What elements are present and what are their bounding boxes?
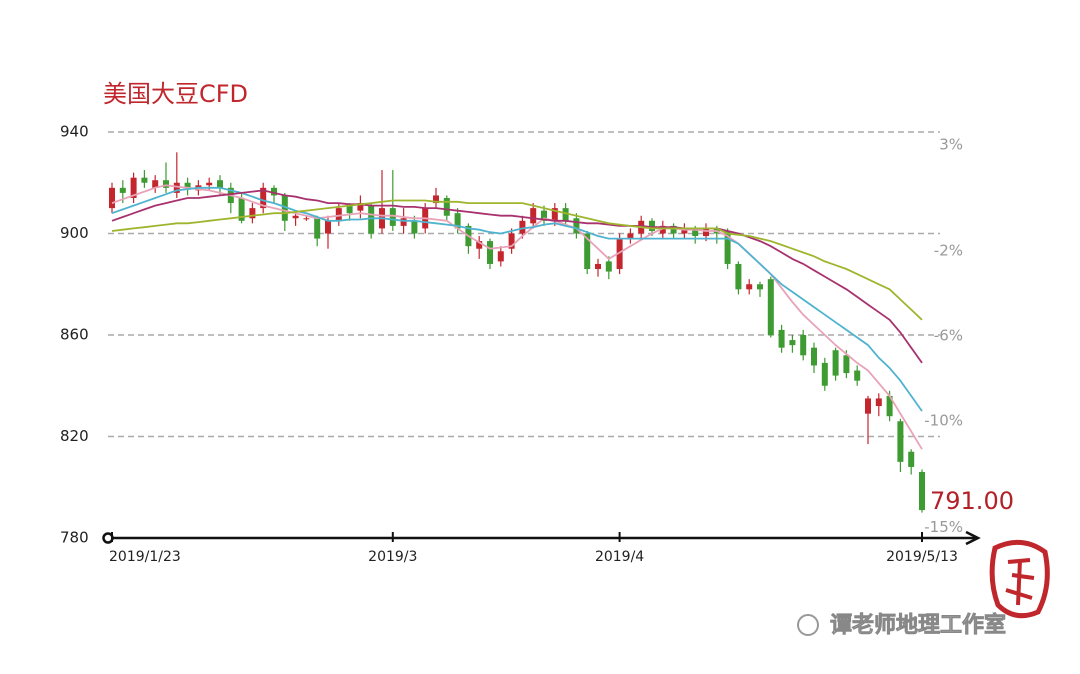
y-tick-label: 940: [60, 123, 89, 141]
candle-body: [886, 395, 893, 417]
x-tick-label: 2019/4: [595, 549, 644, 565]
y2-tick-label: -10%: [924, 412, 963, 430]
candle-body: [854, 370, 861, 381]
candle-body: [757, 284, 763, 290]
seal: [989, 539, 1050, 619]
candle-body: [271, 187, 277, 196]
candle-body: [411, 220, 418, 234]
candle-body: [865, 398, 871, 414]
candle-body: [573, 218, 580, 234]
ma-line: [111, 186, 923, 412]
candle-body: [843, 355, 850, 374]
candle-body: [249, 208, 256, 219]
candle-body: [163, 180, 169, 188]
candle-body: [616, 238, 623, 270]
candle-body: [703, 228, 709, 237]
candle-body: [443, 197, 450, 216]
candle-body: [346, 205, 353, 214]
candle-body: [605, 261, 612, 272]
candle-body: [541, 210, 547, 221]
candle-body: [735, 263, 742, 290]
candle-body: [897, 421, 904, 462]
y2-tick-label: 3%: [939, 135, 963, 153]
candle-body: [649, 220, 655, 231]
candle-body: [303, 218, 310, 220]
candle-body: [875, 398, 882, 407]
candle-body: [130, 177, 137, 198]
candle-body: [821, 362, 828, 386]
y-tick-label: 900: [60, 224, 89, 242]
y2-tick-label: -2%: [934, 242, 963, 260]
x-tick-label: 2019/5/13: [886, 549, 958, 565]
candle-body: [919, 472, 925, 511]
axis-arrow: [965, 530, 981, 546]
chart-title: 美国大豆CFD: [103, 80, 248, 108]
candle-body: [767, 279, 774, 335]
candle-body: [778, 329, 785, 348]
candle-body: [314, 218, 321, 239]
candle-body: [508, 233, 515, 249]
candle-body: [476, 241, 483, 249]
candle-body: [487, 241, 493, 264]
watermark: 谭老师地理工作室: [830, 612, 1006, 638]
ma-line: [111, 184, 923, 450]
candle-body: [260, 187, 267, 209]
candle-body: [152, 180, 159, 188]
candle-body: [389, 208, 396, 226]
candle-body: [724, 230, 731, 264]
candle-body: [562, 208, 569, 221]
candle-body: [173, 182, 180, 193]
y2-tick-label: -6%: [934, 327, 963, 345]
candle-body: [800, 335, 807, 356]
candle-body: [681, 228, 688, 234]
last-price-label: 791.00: [930, 487, 1014, 515]
candle-body: [519, 220, 526, 234]
candle-body: [206, 182, 213, 186]
candle-body: [238, 197, 245, 221]
candle-body: [184, 182, 191, 188]
y-tick-label: 860: [60, 326, 89, 344]
candle-body: [454, 213, 461, 229]
y-tick-label: 820: [60, 427, 89, 445]
candle-body: [789, 340, 796, 346]
candle-body: [530, 208, 537, 224]
ma-line: [111, 189, 923, 364]
candle-body: [670, 225, 677, 234]
candle-body: [659, 225, 666, 234]
candle-body: [119, 187, 126, 193]
x-tick-label: 2019/1/23: [109, 549, 181, 565]
candle-body: [141, 177, 148, 183]
x-tick-label: 2019/3: [368, 549, 417, 565]
candle-body: [357, 203, 364, 211]
candle-body: [746, 284, 753, 290]
y2-tick-label: -15%: [924, 518, 963, 536]
y-tick-label: 780: [60, 529, 89, 547]
candle-body: [908, 451, 915, 467]
candle-body: [832, 350, 839, 376]
candle-body: [692, 228, 699, 237]
candle-body: [325, 220, 331, 234]
candle-body: [281, 195, 288, 221]
candle-body: [584, 233, 591, 270]
candle-body: [497, 251, 504, 262]
wechat-icon: [797, 614, 819, 636]
candle-body: [217, 180, 223, 188]
candle-body: [335, 208, 342, 221]
candle-body: [551, 208, 558, 221]
candle-body: [433, 195, 439, 204]
candle-body: [627, 233, 634, 239]
candle-body: [368, 205, 375, 234]
ma-line: [111, 199, 923, 321]
candle-body: [109, 187, 115, 209]
candle-body: [595, 263, 601, 270]
candle-body: [400, 218, 407, 226]
candle-body: [811, 347, 817, 366]
candle-body: [292, 215, 299, 219]
